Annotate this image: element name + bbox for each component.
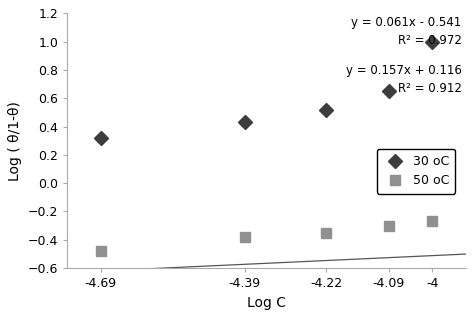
X-axis label: Log C: Log C	[247, 296, 286, 310]
Y-axis label: Log ( θ/1-θ): Log ( θ/1-θ)	[9, 101, 22, 181]
Legend: 30 oC, 50 oC: 30 oC, 50 oC	[376, 149, 456, 194]
Text: y = 0.157x + 0.116
R² = 0.912: y = 0.157x + 0.116 R² = 0.912	[346, 64, 462, 95]
Text: y = 0.061x - 0.541
R² = 0.972: y = 0.061x - 0.541 R² = 0.972	[351, 16, 462, 47]
